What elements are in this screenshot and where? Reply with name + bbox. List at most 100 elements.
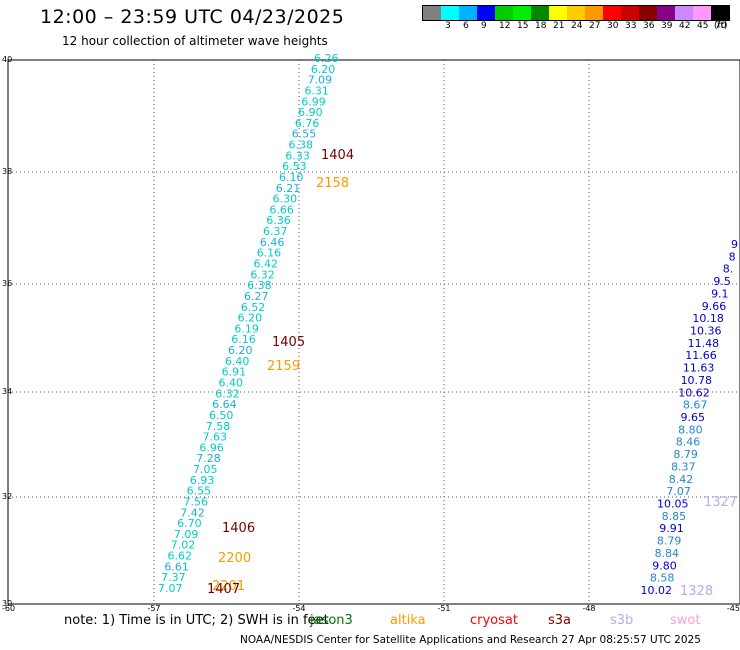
wave-height-value: 10.78	[681, 374, 713, 387]
longitude-label: -51	[437, 604, 450, 613]
wave-height-value: 6.93	[190, 474, 215, 487]
wave-height-value: 6.61	[164, 560, 189, 573]
wave-height-value: 10.05	[657, 498, 689, 511]
wave-height-value: 9.5	[713, 275, 731, 288]
wave-height-value: 6.33	[285, 149, 310, 162]
wave-height-value: 6.96	[199, 441, 224, 454]
map-frame	[7, 59, 740, 605]
latitude-label: 34	[2, 387, 12, 396]
satellite-key-swot: swot	[670, 613, 701, 628]
longitude-label: -54	[292, 604, 305, 613]
legend-label: 27	[589, 21, 601, 31]
legend-swatch	[711, 6, 729, 20]
longitude-label: -57	[147, 604, 160, 613]
wave-height-value: 7.37	[161, 571, 186, 584]
legend-swatch	[693, 6, 711, 20]
legend-label: 33	[625, 21, 637, 31]
wave-height-value: 6.21	[276, 182, 301, 195]
legend-swatch	[567, 6, 585, 20]
wave-height-value: 6.66	[269, 203, 294, 216]
wave-height-value: 7.05	[193, 463, 218, 476]
longitude-label: -60	[2, 604, 15, 613]
legend-swatch	[549, 6, 567, 20]
legend-label: 15	[517, 21, 529, 31]
wave-height-value: 6.76	[295, 117, 320, 130]
wave-height-value: 6.20	[228, 344, 253, 357]
wave-height-value: 8.84	[655, 547, 680, 560]
wave-height-value: 8.46	[676, 436, 701, 449]
note-text: note: 1) Time is in UTC; 2) SWH is in fe…	[64, 613, 329, 628]
pass-id-label: 1327	[704, 495, 737, 510]
wave-height-value: 6.46	[260, 236, 285, 249]
wave-height-value: 7.56	[183, 495, 208, 508]
wave-height-value: 9.66	[702, 300, 727, 313]
wave-height-value: 6.31	[304, 84, 329, 97]
right-pass-labels: 1327 1328	[680, 495, 737, 599]
legend-label: 12	[499, 21, 511, 31]
wave-height-value: 9	[731, 238, 738, 251]
wave-height-value: 8.79	[673, 448, 698, 461]
wave-height-value: 6.10	[279, 171, 304, 184]
legend-swatch	[531, 6, 549, 20]
wave-height-value: 11.63	[683, 362, 715, 375]
legend-swatch	[585, 6, 603, 20]
latitude-label: 30	[2, 599, 12, 608]
pass-id-label: 1407	[207, 582, 240, 597]
wave-height-value: 7.42	[180, 506, 205, 519]
wave-height-value: 7.09	[308, 74, 333, 87]
wave-height-value: 6.16	[231, 333, 256, 346]
wave-height-value: 6.32	[250, 268, 275, 281]
wave-height-value: 6.16	[257, 247, 282, 260]
satellite-key-s3a: s3a	[548, 613, 572, 628]
legend-label: 6	[463, 21, 469, 31]
satellite-key-s3b: s3b	[610, 613, 634, 628]
legend-label: 18	[535, 21, 547, 31]
axis-labels: 40 38 36 34 32 30-60 -57 -54 -51 -48 -45	[2, 55, 740, 613]
wave-height-value: 6.55	[187, 485, 212, 498]
wave-height-value: 6.99	[301, 95, 326, 108]
wave-height-value: 11.66	[685, 349, 717, 362]
wave-height-value: 6.53	[282, 160, 307, 173]
longitude-label: -48	[582, 604, 595, 613]
wave-height-value: 7.58	[206, 420, 231, 433]
legend-label: 42	[679, 21, 691, 31]
pass-id-label: 2159	[267, 359, 300, 374]
wave-height-value: 6.32	[215, 387, 240, 400]
wave-height-value: 9.91	[659, 522, 684, 535]
wave-height-value: 6.38	[247, 279, 272, 292]
wave-height-value: 8.80	[678, 423, 703, 436]
legend-swatch	[423, 6, 441, 20]
legend-swatch	[639, 6, 657, 20]
left-altimeter-track: 6.266.207.096.316.996.906.766.556.386.33…	[158, 52, 339, 595]
wave-height-value: 6.38	[289, 139, 314, 152]
wave-height-value: 7.07	[158, 582, 183, 595]
wave-height-value: 7.07	[666, 485, 691, 498]
wave-height-value: 6.55	[292, 128, 317, 141]
legend-swatch	[495, 6, 513, 20]
wave-height-value: 8.67	[683, 399, 708, 412]
wave-height-value: 6.40	[225, 355, 250, 368]
pass-id-label: 1405	[272, 335, 305, 350]
pass-id-label: 2158	[316, 176, 349, 191]
wave-height-value: 6.90	[298, 106, 323, 119]
latitude-label: 32	[2, 492, 12, 501]
pass-id-label: 2200	[218, 551, 251, 566]
color-legend	[422, 5, 730, 21]
wave-height-value: 6.70	[177, 517, 202, 530]
wave-height-value: 6.19	[234, 322, 258, 335]
wave-height-value: 8.42	[669, 473, 694, 486]
map-subtitle: 12 hour collection of altimeter wave hei…	[62, 34, 328, 48]
wave-height-value: 10.18	[692, 312, 724, 325]
satellite-key-cryosat: cryosat	[470, 613, 518, 628]
wave-height-value: 8.85	[662, 510, 687, 523]
wave-height-value: 8.58	[650, 572, 675, 585]
grid-lines	[8, 60, 740, 604]
wave-height-value: 6.42	[254, 258, 278, 271]
legend-swatch	[513, 6, 531, 20]
wave-height-value: 6.50	[209, 409, 234, 422]
wave-height-value: 10.62	[678, 386, 710, 399]
legend-label: 36	[643, 21, 655, 31]
pass-id-label: 2201	[212, 579, 245, 594]
